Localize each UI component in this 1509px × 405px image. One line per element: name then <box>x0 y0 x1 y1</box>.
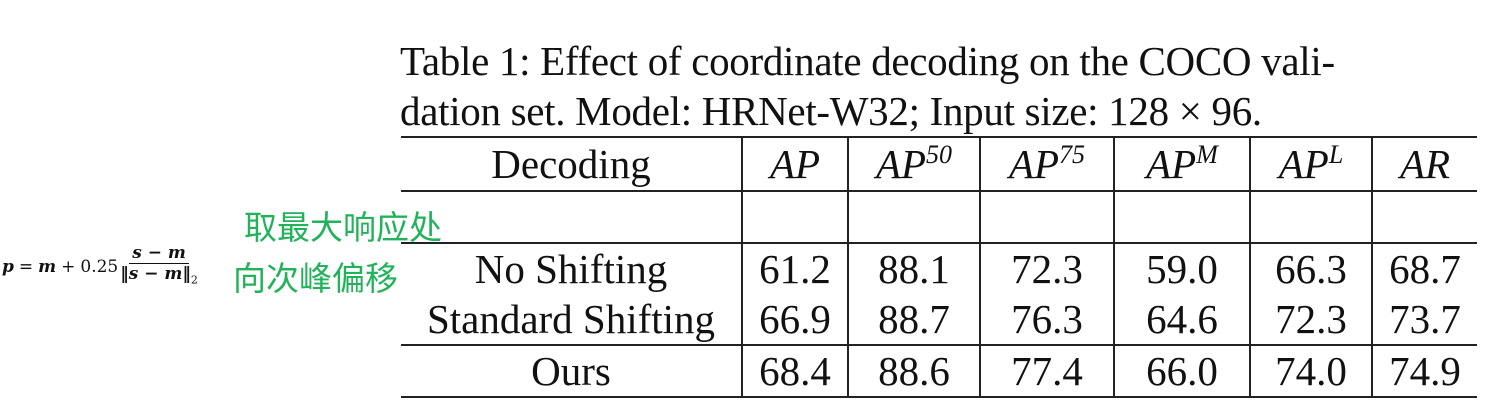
table-row-standard-shifting: Standard Shifting 66.9 88.7 76.3 64.6 72… <box>401 294 1477 345</box>
formula-p: p <box>2 256 14 277</box>
cell-apl: 66.3 <box>1249 243 1372 294</box>
table-row-no-shifting: No Shifting 61.2 88.1 72.3 59.0 66.3 68.… <box>401 243 1477 294</box>
cell-ap50: 88.7 <box>847 294 980 345</box>
cell-apm: 66.0 <box>1113 344 1250 398</box>
cell-ap50: 88.1 <box>847 243 980 294</box>
row-label: Ours <box>401 344 742 398</box>
cell-apm: 59.0 <box>1113 243 1250 294</box>
table-caption: Table 1: Effect of coordinate decoding o… <box>400 36 1480 136</box>
cell-ap: 61.2 <box>741 243 848 294</box>
formula-fraction: s − m ‖s − m‖2 <box>120 244 198 289</box>
results-table: Decoding AP AP50 AP75 APM APL AR No Shif… <box>401 136 1477 398</box>
header-separator <box>401 190 1477 244</box>
cell-ap75: 76.3 <box>979 294 1114 345</box>
cell-ar: 68.7 <box>1371 243 1477 294</box>
annotation-shift-to-second-peak: 向次峰偏移 <box>233 259 398 298</box>
row-label: Standard Shifting <box>426 296 716 342</box>
cell-apl: 74.0 <box>1249 344 1372 398</box>
cell-ap75: 77.4 <box>979 344 1114 398</box>
cell-apm: 64.6 <box>1113 294 1250 345</box>
shift-formula: p = m + 0.25 s − m ‖s − m‖2 <box>2 244 198 289</box>
formula-plus: + <box>61 256 76 277</box>
header-apl: APL <box>1249 137 1372 191</box>
formula-denominator: ‖s − m‖ <box>120 264 191 284</box>
cell-apl: 72.3 <box>1249 294 1372 345</box>
row-label: No Shifting <box>474 246 668 292</box>
header-ap50: AP50 <box>847 137 980 191</box>
caption-line-1: Table 1: Effect of coordinate decoding o… <box>400 38 1335 84</box>
caption-line-2: dation set. Model: HRNet-W32; Input size… <box>400 88 1262 134</box>
formula-norm-sub: 2 <box>190 273 198 287</box>
cell-ap: 66.9 <box>741 294 848 345</box>
header-apm: APM <box>1113 137 1250 191</box>
header-ar: AR <box>1371 137 1477 191</box>
cell-ar: 73.7 <box>1371 294 1477 345</box>
formula-coef: 0.25 <box>80 256 119 277</box>
header-ap75: AP75 <box>979 137 1114 191</box>
formula-numerator: s − m <box>129 244 189 264</box>
header-decoding: Decoding <box>491 141 651 187</box>
cell-ap75: 72.3 <box>979 243 1114 294</box>
formula-m: m <box>38 256 57 277</box>
cell-ap50: 88.6 <box>847 344 980 398</box>
header-row: Decoding AP AP50 AP75 APM APL AR <box>401 137 1477 191</box>
formula-equals: = <box>18 256 34 277</box>
cell-ap: 68.4 <box>741 344 848 398</box>
table-row-ours: Ours 68.4 88.6 77.4 66.0 74.0 74.9 <box>401 344 1477 398</box>
header-ap: AP <box>741 137 848 191</box>
cell-ar: 74.9 <box>1371 344 1477 398</box>
